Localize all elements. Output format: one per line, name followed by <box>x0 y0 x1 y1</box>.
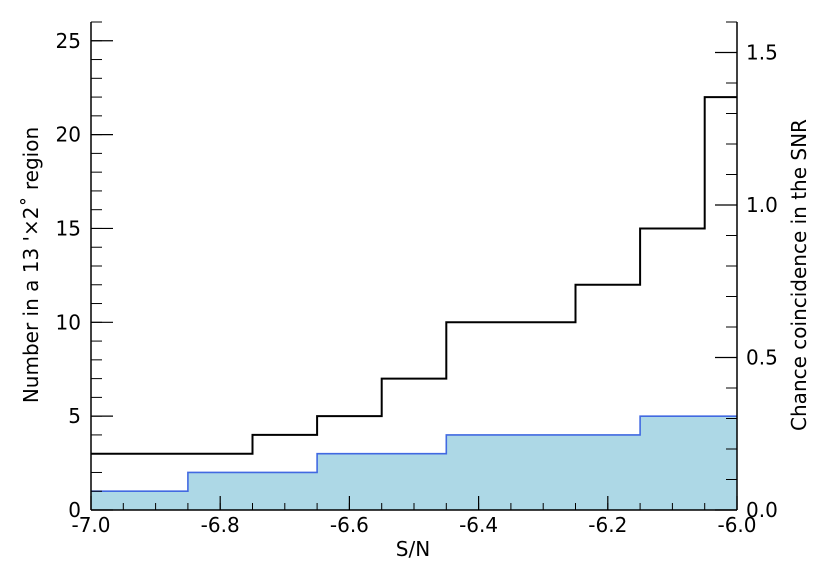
y2-axis-label: Chance coincidence in the SNR <box>787 119 811 431</box>
y-tick-label: 5 <box>68 404 81 428</box>
x-tick-label: -6.8 <box>201 513 240 537</box>
series-2-area <box>91 416 737 510</box>
x-tick-label: -6.6 <box>330 513 369 537</box>
y2-tick-label: 0.5 <box>746 346 778 370</box>
series-1-line <box>91 96 737 455</box>
y-axis-label: Number in a 13 '×2˚ region <box>19 127 43 403</box>
x-tick-label: -6.2 <box>588 513 627 537</box>
y2-tick-label: 1.0 <box>746 193 778 217</box>
y2-tick-label: 1.5 <box>746 41 778 65</box>
x-tick-label: -7.0 <box>71 513 110 537</box>
y-tick-label: 0 <box>68 498 81 522</box>
y-tick-label: 20 <box>56 123 81 147</box>
y-tick-label: 10 <box>56 310 81 334</box>
x-tick-label: -6.0 <box>717 513 756 537</box>
x-tick-label: -6.4 <box>459 513 498 537</box>
x-axis-label: S/N <box>396 537 430 561</box>
series-2-line <box>91 415 737 493</box>
y2-tick-label: 0.0 <box>746 498 778 522</box>
y-tick-label: 25 <box>56 29 81 53</box>
y-tick-label: 15 <box>56 216 81 240</box>
